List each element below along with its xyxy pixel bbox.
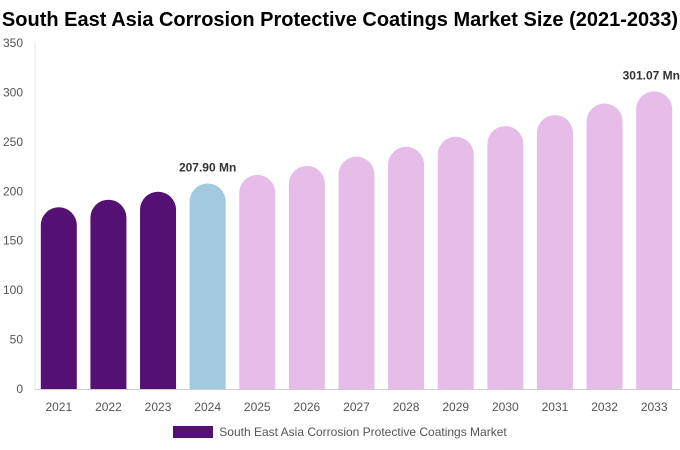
- bar-2025: [239, 174, 276, 389]
- bar-2023: [140, 191, 177, 389]
- legend: South East Asia Corrosion Protective Coa…: [0, 425, 680, 439]
- x-tick-label: 2026: [294, 400, 321, 414]
- y-tick-label: 300: [3, 85, 23, 99]
- x-tick-label: 2029: [442, 400, 469, 414]
- chart-title: South East Asia Corrosion Protective Coa…: [1, 9, 679, 31]
- y-tick-label: 100: [3, 283, 23, 297]
- x-tick-label: 2030: [492, 400, 519, 414]
- y-tick-label: 150: [3, 234, 23, 248]
- y-tick-label: 200: [3, 184, 23, 198]
- legend-label: South East Asia Corrosion Protective Coa…: [219, 425, 507, 439]
- x-tick-label: 2033: [641, 400, 668, 414]
- bar-2031: [536, 115, 573, 389]
- bar-2032: [586, 103, 623, 389]
- bar-2033: [636, 91, 673, 390]
- bar-2028: [388, 146, 425, 389]
- y-tick-label: 250: [3, 135, 23, 149]
- bar-2021: [40, 207, 77, 389]
- bar-2027: [338, 156, 375, 389]
- x-tick-label: 2021: [45, 400, 72, 414]
- bar-2029: [437, 136, 474, 389]
- y-tick-label: 50: [10, 333, 24, 347]
- x-tick-label: 2023: [145, 400, 172, 414]
- legend-swatch: [173, 426, 214, 438]
- x-tick-label: 2031: [542, 400, 569, 414]
- data-label-2033: 301.07 Mn: [623, 68, 680, 82]
- bar-2024: [189, 183, 226, 389]
- x-tick-label: 2022: [95, 400, 122, 414]
- x-tick-label: 2025: [244, 400, 271, 414]
- bar-2026: [288, 165, 325, 389]
- x-tick-label: 2032: [591, 400, 618, 414]
- y-tick-label: 0: [16, 382, 23, 396]
- bar-2022: [90, 199, 127, 389]
- x-tick-label: 2028: [393, 400, 420, 414]
- data-label-2024: 207.90 Mn: [179, 160, 236, 174]
- bar-2030: [487, 126, 524, 389]
- x-tick-label: 2027: [343, 400, 370, 414]
- x-tick-label: 2024: [194, 400, 221, 414]
- y-tick-label: 350: [3, 36, 23, 50]
